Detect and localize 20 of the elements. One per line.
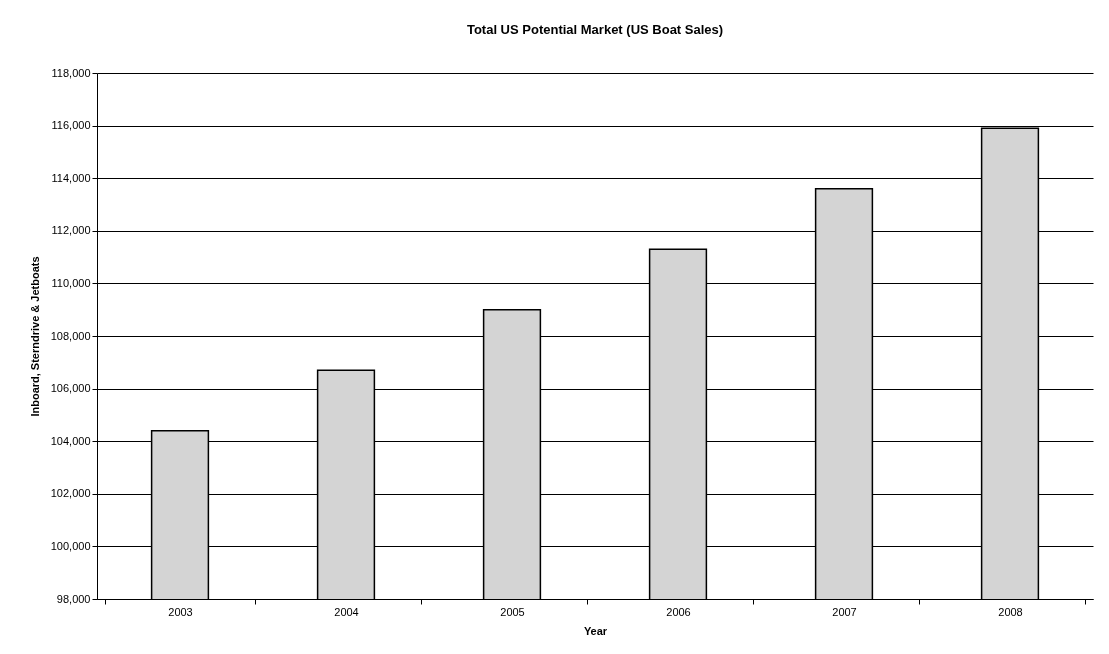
chart-title: Total US Potential Market (US Boat Sales) xyxy=(466,22,724,37)
y-tick-label: 110,000 xyxy=(51,276,91,289)
y-tick-label: 112,000 xyxy=(51,224,91,237)
y-tick-label: 118,000 xyxy=(51,66,91,79)
x-tick-label: 2006 xyxy=(666,605,691,618)
y-tick-label: 98,000 xyxy=(56,592,91,605)
x-tick-label: 2004 xyxy=(334,605,359,618)
x-tick-label: 2007 xyxy=(832,605,857,618)
y-tick-label: 116,000 xyxy=(51,119,91,132)
y-tick-label: 100,000 xyxy=(50,539,91,552)
x-tick-label: 2005 xyxy=(500,605,525,618)
y-tick-label: 114,000 xyxy=(51,171,91,184)
y-tick-label: 106,000 xyxy=(50,382,91,395)
y-tick-label: 104,000 xyxy=(50,434,91,447)
x-axis-title: Year xyxy=(583,624,608,637)
y-tick-label: 108,000 xyxy=(50,329,91,342)
x-tick-label: 2008 xyxy=(998,605,1023,618)
y-axis-title: Inboard, Sterndrive & Jetboats xyxy=(28,256,41,417)
x-tick-label: 2003 xyxy=(168,605,193,618)
y-tick-label: 102,000 xyxy=(50,487,91,500)
